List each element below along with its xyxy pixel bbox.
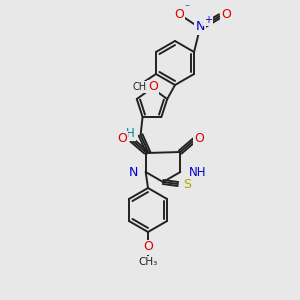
Text: O: O <box>221 8 231 22</box>
Text: S: S <box>183 178 191 190</box>
Text: O: O <box>143 241 153 254</box>
Text: O: O <box>174 8 184 22</box>
Text: N: N <box>128 166 138 178</box>
Text: O: O <box>117 131 127 145</box>
Text: O: O <box>148 80 158 94</box>
Text: O: O <box>194 131 204 145</box>
Text: +: + <box>204 15 212 25</box>
Text: H: H <box>126 128 135 140</box>
Text: N: N <box>195 20 205 34</box>
Text: CH₃: CH₃ <box>133 82 151 92</box>
Text: ⁻: ⁻ <box>184 3 190 13</box>
Text: NH: NH <box>189 166 207 178</box>
Text: CH₃: CH₃ <box>138 257 158 267</box>
